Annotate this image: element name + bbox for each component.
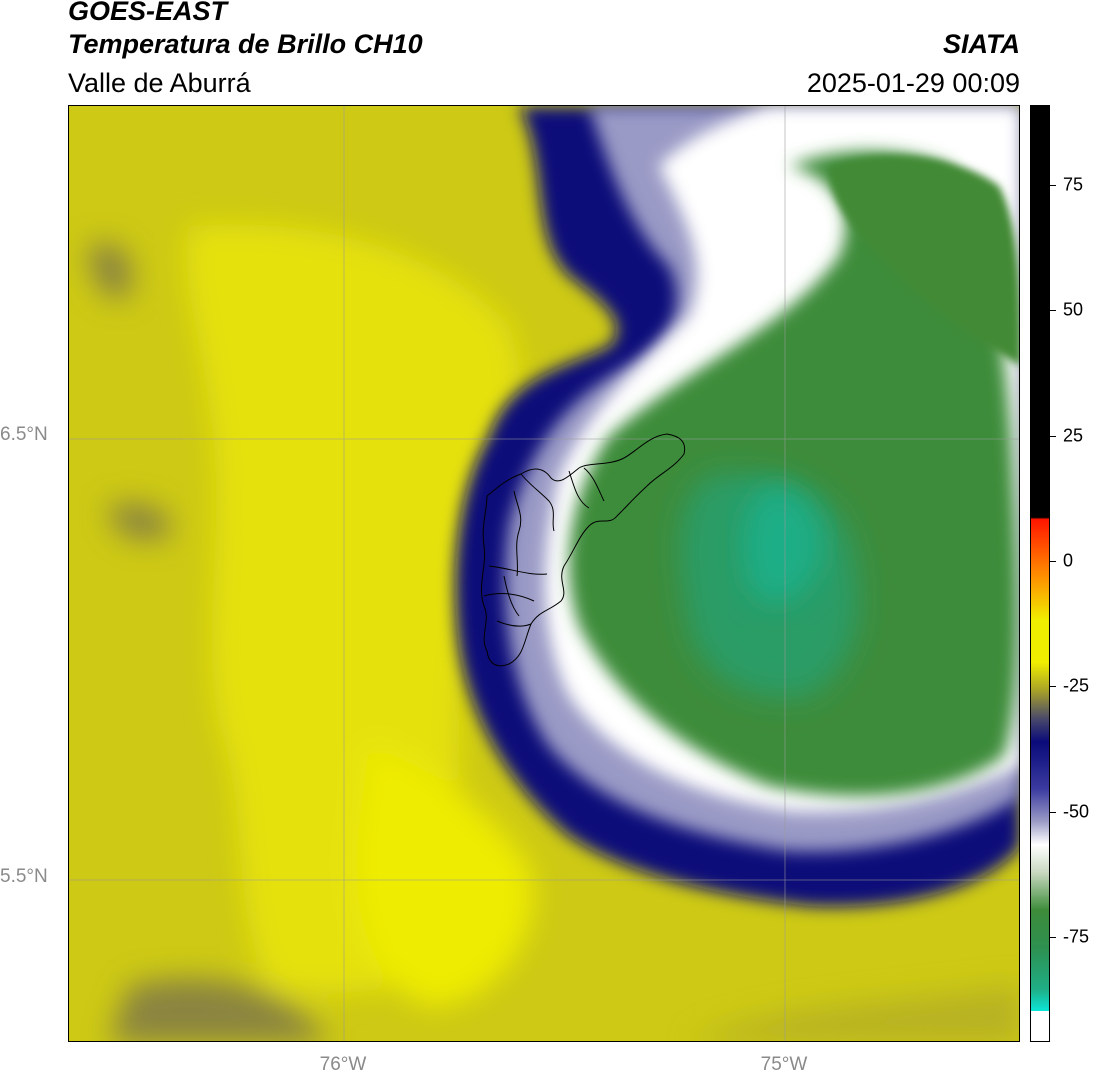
colorbar-tick (1050, 310, 1056, 312)
colorbar-tick-label: 0 (1063, 550, 1074, 571)
colorbar-tick-label: 50 (1063, 299, 1084, 320)
colorbar-tick-label: -50 (1063, 801, 1090, 821)
satellite-title: GOES-EAST (68, 0, 228, 26)
brightness-temperature-map[interactable] (68, 105, 1020, 1042)
region-subtitle: Valle de Aburrá (68, 68, 251, 98)
lat-label-5-5: 5.5°N (0, 866, 48, 887)
warm-regions (89, 224, 1019, 1041)
colorbar-tick-label: 25 (1063, 425, 1084, 446)
product-title: Temperatura de Brillo CH10 (68, 29, 423, 59)
cloud-system (455, 106, 1019, 907)
lon-label-75: 75°W (760, 1054, 808, 1075)
colorbar-tick (1050, 811, 1056, 813)
timestamp: 2025-01-29 00:09 (806, 68, 1020, 98)
lat-label-6-5: 6.5°N (0, 424, 48, 445)
agency-title: SIATA (943, 29, 1020, 59)
colorbar (1030, 105, 1050, 1042)
colorbar-tick-label: -25 (1063, 675, 1090, 696)
colorbar-tick (1050, 185, 1056, 187)
colorbar-tick-label: -75 (1063, 926, 1090, 947)
municipal-boundaries (480, 433, 686, 667)
colorbar-tick (1050, 435, 1056, 437)
colorbar-tick (1050, 560, 1056, 562)
colorbar-tick (1050, 936, 1056, 938)
gridlines (69, 106, 1019, 1041)
colorbar-tick (1050, 686, 1056, 688)
colorbar-tick-label: 75 (1063, 174, 1084, 195)
map-canvas (69, 106, 1019, 1041)
colorbar-gradient (1031, 106, 1049, 1041)
lon-label-76: 76°W (319, 1054, 367, 1075)
